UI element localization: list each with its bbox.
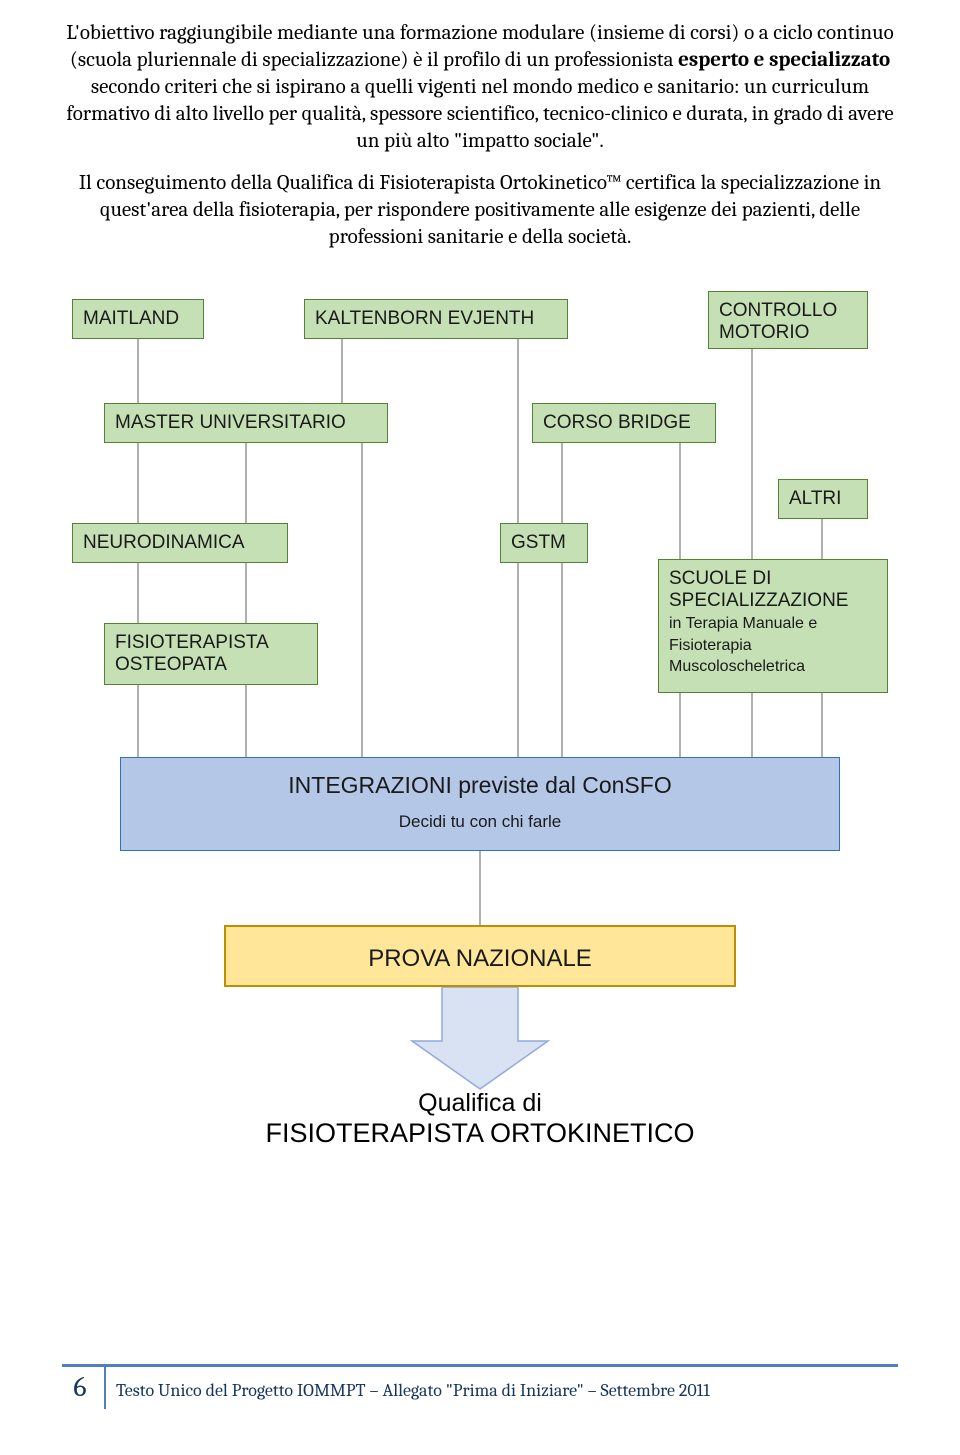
p1-bold: esperto e specializzato [678,48,890,72]
page-number: 6 [73,1371,86,1403]
page-number-cell: 6 [62,1367,106,1409]
qualifica-title: Qualifica di FISIOTERAPISTA ORTOKINETICO [200,1089,760,1149]
node-prova-nazionale: PROVA NAZIONALE [224,925,736,987]
node-maitland: MAITLAND [72,299,204,339]
node-controllo: CONTROLLO MOTORIO [708,291,868,349]
node-kaltenborn: KALTENBORN EVJENTH [304,299,568,339]
p1-post: secondo criteri che si ispirano a quelli… [66,75,893,153]
arrow-down-icon [412,987,548,1089]
node-master: MASTER UNIVERSITARIO [104,403,388,443]
footer-text: Testo Unico del Progetto IOMMPT – Allega… [106,1376,710,1401]
node-osteopata: FISIOTERAPISTA OSTEOPATA [104,623,318,685]
node-integrazioni: INTEGRAZIONI previste dal ConSFO Decidi … [120,757,840,851]
paragraph-2: Il conseguimento della Qualifica di Fisi… [62,170,898,251]
page-footer: 6 Testo Unico del Progetto IOMMPT – Alle… [62,1364,898,1409]
paragraph-1: L'obiettivo raggiungibile mediante una f… [62,20,898,154]
node-neurodinamica: NEURODINAMICA [72,523,288,563]
node-scuole: SCUOLE DI SPECIALIZZAZIONE in Terapia Ma… [658,559,888,693]
node-altri: ALTRI [778,479,868,519]
flow-diagram: MAITLAND KALTENBORN EVJENTH CONTROLLO MO… [62,291,898,1211]
node-gstm: GSTM [500,523,588,563]
node-bridge: CORSO BRIDGE [532,403,716,443]
